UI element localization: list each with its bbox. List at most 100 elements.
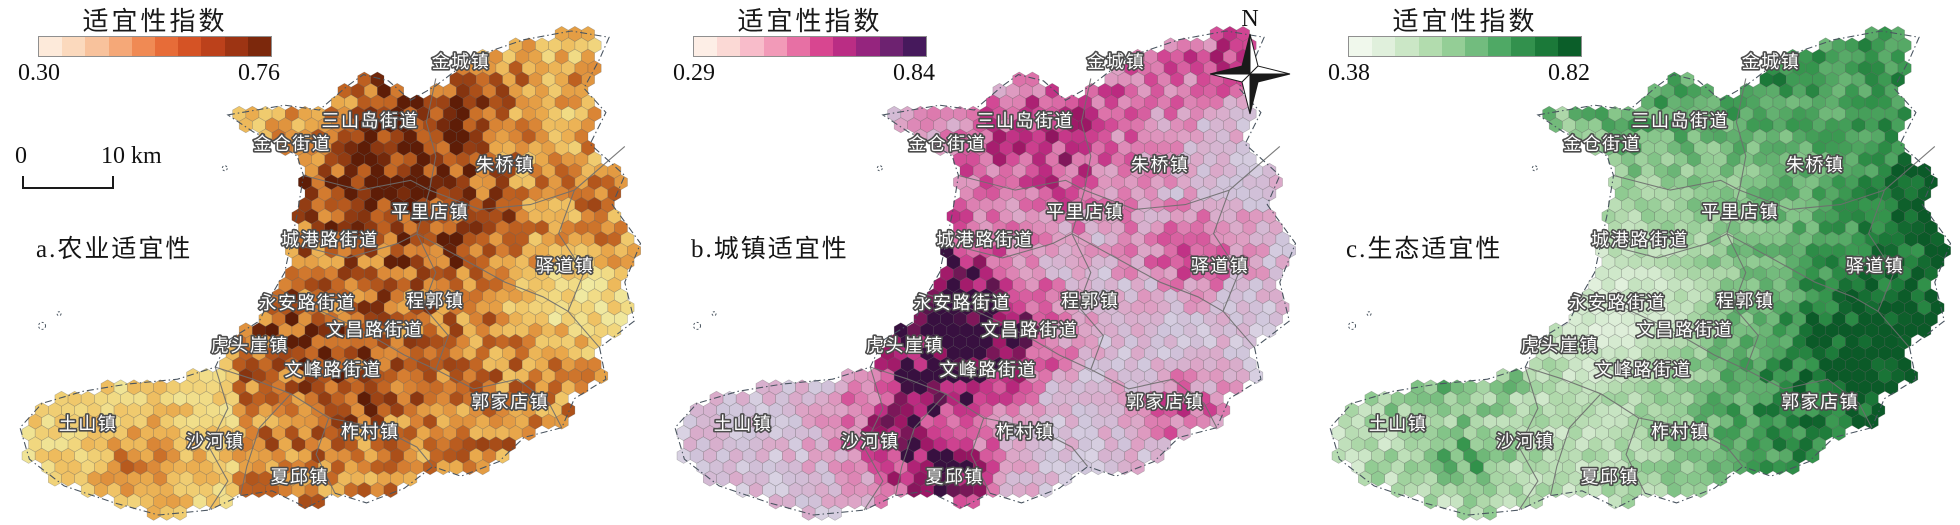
- legend-max-value: 0.84: [893, 60, 935, 86]
- map-panel-b: 金城镇三山岛街道金仓街道朱桥镇平里店镇 城港路街道驿道镇永安路街道 程郭镇文昌路街道…: [655, 0, 1310, 525]
- map-panel-c: 金城镇 三山岛街道 金仓街道 朱桥镇 平里店镇 城港路街道 驿道镇 永安路街道 程郭镇 文昌路街道…: [1310, 0, 1960, 525]
- town-label: 沙河镇: [186, 431, 245, 451]
- hex-grid: [21, 26, 642, 521]
- town-label: 虎头崖镇: [211, 335, 289, 355]
- town-label: 金城镇: [432, 52, 491, 72]
- legend-max-value: 0.76: [238, 60, 280, 86]
- district-boundaries: [863, 78, 1281, 511]
- town-label: 金城镇: [1742, 52, 1801, 72]
- town-label: 柞村镇: [1651, 422, 1710, 442]
- town-label: 金仓街道: [253, 134, 331, 154]
- legend-color-cell: [108, 37, 132, 56]
- legend-color-cell: [1441, 37, 1466, 56]
- legend-color-cell: [224, 37, 248, 56]
- town-label: 三山岛街道: [977, 111, 1075, 131]
- town-label: 虎头崖镇: [1521, 335, 1599, 355]
- town-label: 永安路街道: [914, 293, 1012, 313]
- legend-color-cell: [85, 37, 109, 56]
- legend-color-cell: [1465, 37, 1489, 56]
- legend-gradient-urban: [693, 36, 927, 57]
- district-boundaries: [1518, 78, 1936, 511]
- legend-color-cell: [763, 37, 787, 56]
- legend-color-cell: [1557, 37, 1582, 56]
- legend-min-value: 0.29: [673, 60, 715, 86]
- legend-color-cell: [62, 37, 86, 56]
- legend-color-cell: [810, 37, 834, 56]
- town-label: 程郭镇: [1716, 291, 1775, 311]
- legend-color-cell: [879, 37, 903, 56]
- legend-color-cell: [155, 37, 179, 56]
- town-label: 郭家店镇: [1126, 392, 1204, 412]
- legend-color-cell: [856, 37, 880, 56]
- compass-star-icon: [1209, 33, 1291, 115]
- town-label: 城港路街道: [281, 230, 379, 250]
- town-label: 程郭镇: [1061, 291, 1120, 311]
- legend-max-value: 0.82: [1548, 60, 1590, 86]
- town-label: 金仓街道: [908, 134, 986, 154]
- legend-title: 适宜性指数: [737, 7, 883, 36]
- legend-gradient-agriculture: [38, 36, 272, 57]
- legend-color-cell: [39, 37, 63, 56]
- town-label: 朱桥镇: [476, 155, 535, 175]
- town-label: 郭家店镇: [1781, 392, 1859, 412]
- legend-color-cell: [902, 37, 927, 56]
- town-label: 夏邱镇: [925, 467, 984, 487]
- legend-color-cell: [131, 37, 156, 56]
- legend-color-cell: [717, 37, 741, 56]
- legend-color-cell: [1511, 37, 1535, 56]
- legend-color-cell: [694, 37, 718, 56]
- legend-color-cell: [1395, 37, 1419, 56]
- legend-gradient-ecology: [1348, 36, 1582, 57]
- town-label: 驿道镇: [1191, 256, 1250, 276]
- town-label: 沙河镇: [1496, 431, 1555, 451]
- compass-rose: N: [1205, 6, 1295, 118]
- town-label: 驿道镇: [1846, 256, 1905, 276]
- town-label: 三山岛街道: [322, 111, 420, 131]
- town-label: 朱桥镇: [1786, 155, 1845, 175]
- town-label: 柞村镇: [996, 422, 1055, 442]
- scalebar-distance: 10 km: [101, 143, 162, 169]
- town-label: 文峰路街道: [1594, 360, 1692, 380]
- town-label: 金仓街道: [1563, 134, 1641, 154]
- legend-title: 适宜性指数: [1392, 7, 1538, 36]
- legend-color-cell: [178, 37, 202, 56]
- scalebar-zero: 0: [15, 143, 27, 169]
- town-label: 三山岛街道: [1632, 111, 1730, 131]
- town-label: 城港路街道: [936, 230, 1034, 250]
- compass-north-label: N: [1241, 6, 1259, 32]
- town-label: 郭家店镇: [471, 392, 549, 412]
- town-label: 朱桥镇: [1131, 155, 1190, 175]
- town-label: 平里店镇: [391, 202, 469, 222]
- legend-min-value: 0.38: [1328, 60, 1370, 86]
- town-label: 平里店镇: [1046, 202, 1124, 222]
- town-label: 沙河镇: [841, 431, 900, 451]
- town-label: 城港路街道: [1591, 230, 1689, 250]
- map-panel-a: 金城镇三山岛街道金仓街道朱桥镇平里店镇 城港路街道驿道镇永安路街道 程郭镇文昌路街道…: [0, 0, 655, 525]
- town-label: 文昌路街道: [1636, 320, 1734, 340]
- town-label: 金城镇: [1087, 52, 1146, 72]
- town-label: 夏邱镇: [270, 467, 329, 487]
- panel-title-ecology: c.生态适宜性: [1346, 236, 1503, 263]
- hex-grid: [1331, 26, 1952, 521]
- town-label: 程郭镇: [406, 291, 465, 311]
- town-label: 永安路街道: [1569, 293, 1667, 313]
- panel-title-agriculture: a.农业适宜性: [36, 236, 193, 263]
- town-label: 文昌路街道: [981, 320, 1078, 340]
- legend-color-cell: [201, 37, 225, 56]
- legend-min-value: 0.30: [18, 60, 60, 86]
- town-label: 土山镇: [59, 414, 118, 434]
- town-label: 永安路街道: [259, 293, 357, 313]
- scalebar-icon: [22, 176, 114, 189]
- town-label: 文昌路街道: [326, 320, 424, 340]
- region-outline: [1329, 30, 1952, 516]
- region-outline: [19, 30, 642, 516]
- legend-title: 适宜性指数: [82, 7, 228, 36]
- town-label: 驿道镇: [536, 256, 595, 276]
- region-outline: [674, 30, 1297, 516]
- legend-color-cell: [1418, 37, 1442, 56]
